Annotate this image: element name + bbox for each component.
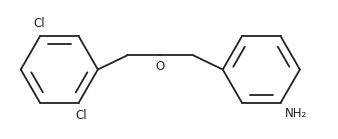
- Text: NH₂: NH₂: [285, 107, 307, 120]
- Text: O: O: [156, 60, 165, 73]
- Text: Cl: Cl: [33, 17, 45, 30]
- Text: Cl: Cl: [75, 109, 87, 122]
